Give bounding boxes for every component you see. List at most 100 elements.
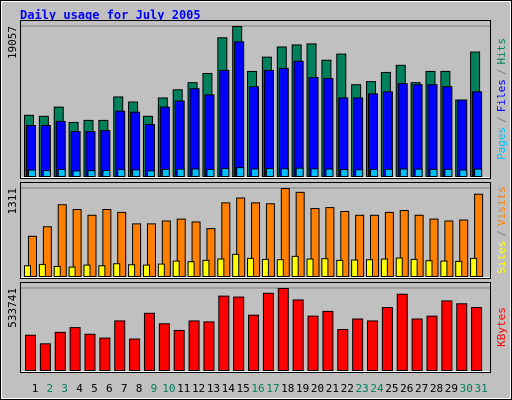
bar bbox=[397, 83, 408, 177]
legend-separator: / bbox=[495, 230, 508, 237]
bar bbox=[355, 169, 364, 178]
bar bbox=[54, 331, 66, 372]
x-tick-label: 24 bbox=[370, 382, 384, 395]
bar bbox=[367, 320, 379, 371]
bar bbox=[172, 260, 180, 277]
bar bbox=[310, 208, 320, 277]
bar bbox=[293, 60, 304, 178]
bar bbox=[441, 300, 453, 372]
bar bbox=[322, 310, 334, 372]
bar bbox=[206, 228, 216, 277]
bar bbox=[310, 168, 319, 178]
bar bbox=[355, 214, 365, 277]
bar bbox=[340, 169, 349, 177]
bar bbox=[217, 258, 225, 277]
bar bbox=[72, 209, 82, 277]
x-tick-label: 4 bbox=[76, 382, 83, 395]
bar bbox=[115, 110, 126, 177]
bar bbox=[251, 202, 261, 277]
bar bbox=[233, 296, 245, 371]
y-tick-label: 1311 bbox=[6, 188, 19, 215]
bar bbox=[55, 120, 66, 177]
bar bbox=[280, 168, 289, 177]
x-tick-label: 1 bbox=[32, 382, 39, 395]
x-tick-label: 28 bbox=[430, 382, 443, 395]
bar bbox=[128, 264, 136, 277]
bar bbox=[321, 258, 329, 278]
bar bbox=[251, 168, 260, 178]
bar bbox=[191, 221, 201, 277]
bar bbox=[42, 226, 52, 277]
legend: Pages / Files / Hits bbox=[495, 38, 508, 160]
bar bbox=[278, 67, 289, 177]
bar bbox=[221, 168, 230, 178]
bar bbox=[366, 259, 374, 277]
bar bbox=[146, 170, 155, 178]
bar bbox=[38, 263, 46, 278]
bar bbox=[470, 257, 478, 278]
bar bbox=[221, 202, 231, 277]
bar bbox=[189, 88, 200, 177]
bar bbox=[429, 168, 438, 177]
bar bbox=[370, 214, 380, 277]
y-tick-label: 19057 bbox=[6, 26, 19, 59]
bar bbox=[442, 86, 453, 177]
bar bbox=[457, 99, 468, 177]
bar bbox=[262, 292, 274, 371]
bar bbox=[206, 168, 215, 177]
bar bbox=[414, 214, 424, 277]
x-tick-label: 7 bbox=[121, 382, 128, 395]
legend-separator: / bbox=[495, 69, 508, 76]
bar bbox=[306, 258, 314, 277]
bar bbox=[247, 257, 255, 278]
bar bbox=[142, 264, 150, 278]
bar bbox=[218, 295, 230, 372]
x-tick-label: 21 bbox=[326, 382, 339, 395]
legend-entry: KBytes bbox=[495, 307, 508, 347]
bar bbox=[144, 123, 155, 177]
x-tick-label: 22 bbox=[341, 382, 354, 395]
bar bbox=[129, 338, 141, 371]
legend-entry: Sites bbox=[495, 241, 508, 274]
bar bbox=[146, 223, 156, 278]
bar bbox=[261, 258, 269, 278]
x-tick-label: 5 bbox=[91, 382, 98, 395]
bar bbox=[85, 131, 96, 177]
bar bbox=[381, 307, 393, 371]
bar bbox=[188, 320, 200, 371]
bar bbox=[87, 214, 97, 277]
bar bbox=[234, 41, 245, 177]
bar bbox=[68, 266, 76, 278]
x-tick-label: 30 bbox=[460, 382, 473, 395]
bar bbox=[157, 263, 165, 278]
legend-entry: Hits bbox=[495, 38, 508, 65]
bar bbox=[427, 84, 438, 177]
bar bbox=[337, 328, 349, 371]
bar bbox=[444, 220, 454, 277]
bar bbox=[265, 168, 274, 178]
bar bbox=[410, 258, 418, 278]
x-tick-label: 25 bbox=[385, 382, 398, 395]
x-tick-label: 9 bbox=[151, 382, 158, 395]
bar bbox=[132, 169, 141, 177]
bar bbox=[370, 168, 379, 177]
bar bbox=[384, 168, 393, 177]
x-tick-label: 14 bbox=[222, 382, 236, 395]
bar bbox=[382, 91, 393, 177]
bar bbox=[395, 257, 403, 277]
x-tick-label: 8 bbox=[136, 382, 143, 395]
bar bbox=[28, 235, 37, 277]
bar bbox=[84, 333, 96, 372]
x-tick-label: 20 bbox=[311, 382, 324, 395]
bar bbox=[440, 260, 448, 277]
bar bbox=[203, 321, 215, 372]
bar bbox=[191, 168, 200, 178]
bar bbox=[159, 106, 170, 177]
bar bbox=[117, 211, 127, 277]
bar bbox=[161, 220, 171, 277]
bar bbox=[351, 259, 359, 277]
x-tick-label: 31 bbox=[474, 382, 487, 395]
x-tick-label: 19 bbox=[296, 382, 309, 395]
